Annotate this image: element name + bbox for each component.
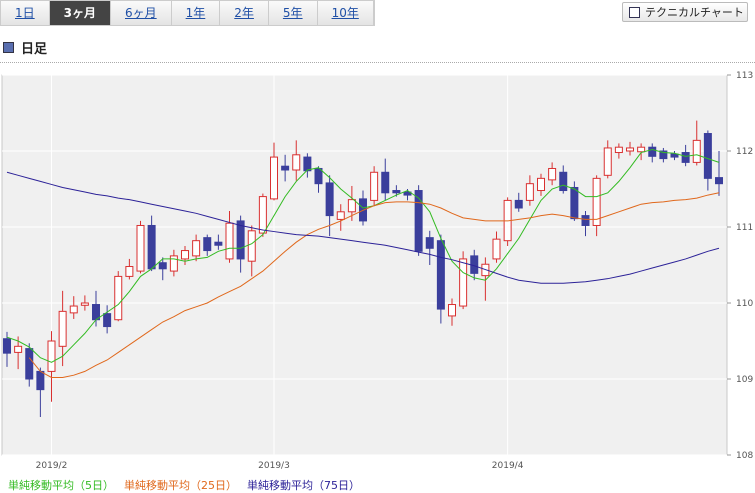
candle-body — [448, 304, 456, 317]
candle-body — [214, 241, 223, 246]
candle-body — [303, 156, 312, 172]
y-tick-label: 111 — [736, 223, 753, 233]
y-tick-label: 112 — [736, 147, 753, 157]
candle-body — [80, 302, 89, 306]
candle-body — [292, 154, 301, 171]
candle-body — [436, 240, 445, 310]
candle-body — [314, 167, 323, 185]
candle-body — [614, 146, 623, 154]
candle-body — [670, 153, 679, 158]
legend-entry: 単純移動平均（5日） — [8, 479, 114, 492]
candle-body — [525, 183, 534, 201]
candle-body — [681, 152, 690, 163]
candle-body — [514, 199, 523, 209]
y-tick-label: 110 — [736, 299, 753, 309]
x-tick-label: 2019/3 — [258, 461, 290, 471]
period-tab[interactable]: 1年 — [171, 1, 221, 25]
legend-entry: 単純移動平均（75日） — [247, 479, 360, 492]
y-tick-label: 113 — [736, 71, 753, 81]
candle-body — [459, 258, 468, 307]
candle-body — [69, 305, 78, 314]
candle-body — [703, 133, 712, 179]
candle-body — [58, 310, 67, 347]
candle-body — [225, 222, 234, 260]
moving-average-line — [28, 192, 720, 378]
candle-body — [114, 275, 123, 321]
candle-body — [392, 190, 401, 194]
candle-body — [492, 238, 501, 260]
candle-body — [592, 177, 601, 226]
period-tab[interactable]: 10年 — [317, 1, 374, 25]
y-tick-label: 108 — [736, 451, 753, 461]
candle-body — [659, 150, 668, 160]
candle-body — [581, 215, 590, 226]
moving-average-line — [6, 148, 720, 363]
candle-body — [403, 191, 412, 196]
candle-body — [336, 211, 345, 220]
legend-entry: 単純移動平均（25日） — [124, 479, 237, 492]
candle-body — [25, 348, 34, 380]
candle-body — [281, 165, 290, 171]
candle-body — [103, 313, 112, 328]
candle-body — [381, 171, 390, 194]
candle-body — [125, 266, 134, 277]
candle-body — [192, 240, 201, 257]
candle-body — [548, 167, 557, 181]
candle-body — [537, 177, 545, 192]
x-tick-label: 2019/2 — [36, 461, 68, 471]
candle-body — [648, 146, 657, 157]
candle-body — [36, 370, 45, 391]
candle-body — [715, 177, 723, 185]
candle-body — [570, 186, 579, 220]
period-tab[interactable]: 2年 — [220, 1, 269, 25]
candle-body — [14, 345, 23, 353]
period-tabs: 1日 3ヶ月 6ヶ月 1年 2年 5年 10年 — [0, 0, 375, 26]
candle-body — [692, 139, 701, 163]
technical-chart-button[interactable]: テクニカルチャート — [622, 2, 748, 22]
candle-body — [347, 199, 356, 213]
candle-body — [136, 224, 145, 272]
candle-body — [158, 262, 167, 270]
legend: 単純移動平均（5日） 単純移動平均（25日） 単純移動平均（75日） — [8, 477, 360, 493]
candle-body — [203, 237, 212, 252]
candle-body — [3, 338, 11, 354]
candle-body — [247, 230, 256, 262]
section-title: 日足 — [3, 38, 47, 57]
candle-body — [370, 171, 379, 201]
candle-body — [236, 220, 245, 260]
period-tab[interactable]: 3ヶ月 — [49, 1, 111, 25]
candle-body — [258, 196, 267, 234]
candle-body — [270, 156, 278, 200]
candle-body — [147, 224, 156, 270]
candle-body — [325, 182, 334, 217]
candle-body — [637, 146, 646, 153]
y-tick-label: 109 — [736, 375, 753, 385]
divider — [0, 62, 755, 63]
moving-average-line — [6, 171, 720, 284]
candle-body — [47, 340, 56, 372]
candle-body — [414, 190, 423, 252]
period-tab[interactable]: 6ヶ月 — [111, 1, 172, 25]
candle-body — [169, 255, 178, 272]
candle-body — [603, 147, 612, 176]
plot-area — [1, 74, 728, 456]
candle-body — [559, 171, 568, 192]
x-tick-label: 2019/4 — [492, 461, 524, 471]
candle-body — [181, 250, 189, 260]
period-tab[interactable]: 5年 — [268, 1, 318, 25]
candle-body — [626, 147, 634, 152]
candle-body — [92, 304, 100, 321]
chart: 108 109 110 111 112 113 2019/2 2019/3 2019/4 — [1, 71, 753, 471]
candle-body — [425, 237, 434, 249]
period-tab[interactable]: 1日 — [1, 1, 50, 25]
